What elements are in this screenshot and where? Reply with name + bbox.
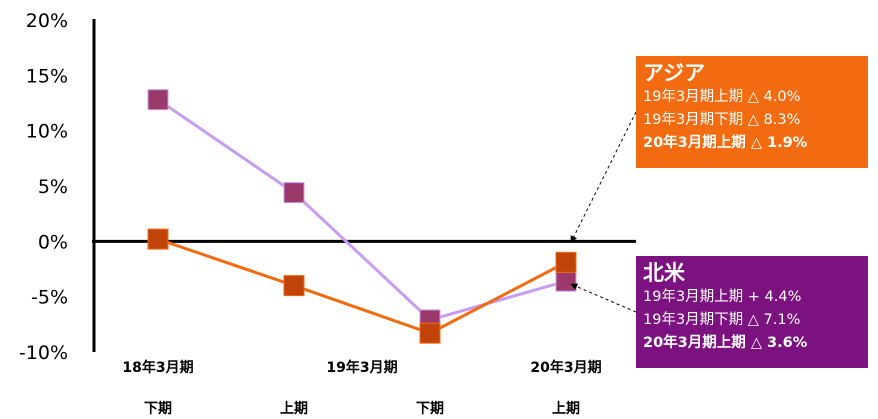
series-line-1 <box>157 237 567 335</box>
x-tick-label-period: 18年3月期 <box>122 359 193 376</box>
y-tick-label: 0% <box>38 231 68 253</box>
x-tick-label-half: 上期 <box>552 401 580 417</box>
x-tick-label-half: 上期 <box>280 401 308 417</box>
callout-asia-line-1: 19年3月期上期 △ 4.0% <box>643 89 801 105</box>
data-point-marker <box>283 275 305 297</box>
y-tick-label: 15% <box>26 65 68 87</box>
callout-asia-line-3: 20年3月期上期 △ 1.9% <box>643 135 808 151</box>
y-tick-label: -5% <box>31 287 68 309</box>
y-tick-label: -10% <box>19 342 68 364</box>
x-tick-label-period: 20年3月期 <box>530 359 601 376</box>
data-point-marker <box>555 270 577 292</box>
data-point-marker <box>147 89 169 111</box>
callout-north-america-leader <box>570 283 637 313</box>
data-point-marker <box>555 251 577 273</box>
y-tick-label: 20% <box>26 10 68 32</box>
callout-north-america-title: 北米 <box>643 261 685 285</box>
data-point-marker <box>283 182 305 204</box>
y-axis-ticks: 20% 15% 10% 5% 0% -5% -10% <box>19 10 68 364</box>
callout-asia-leader <box>570 111 637 243</box>
callout-leaders <box>570 111 637 313</box>
x-tick-label-half: 下期 <box>416 401 444 417</box>
callout-asia-title: アジア <box>643 61 706 85</box>
callout-north-america: 北米 19年3月期上期 + 4.4% 19年3月期下期 △ 7.1% 20年3月… <box>636 256 868 368</box>
callout-north-america-line-1: 19年3月期上期 + 4.4% <box>643 289 802 305</box>
series-line-0 <box>157 98 567 322</box>
x-tick-label-period: 19年3月期 <box>326 359 397 376</box>
y-tick-label: 10% <box>26 121 68 143</box>
callout-asia: アジア 19年3月期上期 △ 4.0% 19年3月期下期 △ 8.3% 20年3… <box>636 56 868 168</box>
y-tick-label: 5% <box>38 176 68 198</box>
data-point-marker <box>147 228 169 250</box>
callout-north-america-line-3: 20年3月期上期 △ 3.6% <box>643 335 808 351</box>
x-tick-label-half: 下期 <box>144 401 172 417</box>
data-point-marker <box>419 322 441 344</box>
callout-asia-line-2: 19年3月期下期 △ 8.3% <box>643 112 801 128</box>
series-layer <box>147 89 577 344</box>
callout-north-america-line-2: 19年3月期下期 △ 7.1% <box>643 312 801 328</box>
